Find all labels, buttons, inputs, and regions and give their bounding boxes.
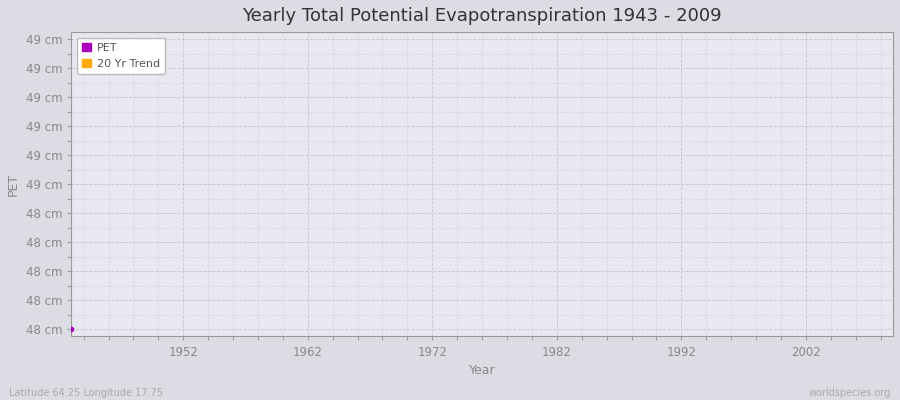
Legend: PET, 20 Yr Trend: PET, 20 Yr Trend	[76, 38, 166, 74]
Title: Yearly Total Potential Evapotranspiration 1943 - 2009: Yearly Total Potential Evapotranspiratio…	[242, 7, 722, 25]
Text: Latitude 64.25 Longitude 17.75: Latitude 64.25 Longitude 17.75	[9, 388, 163, 398]
X-axis label: Year: Year	[469, 364, 495, 377]
Text: worldspecies.org: worldspecies.org	[809, 388, 891, 398]
Y-axis label: PET: PET	[7, 173, 20, 196]
